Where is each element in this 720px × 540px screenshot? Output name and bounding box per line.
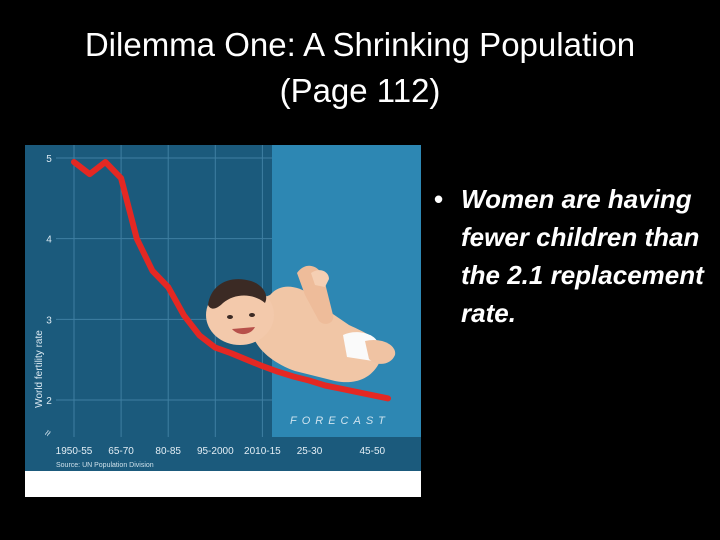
data-point: [338, 386, 344, 392]
data-point: [87, 171, 93, 177]
data-point: [369, 392, 375, 398]
data-point: [228, 350, 234, 356]
baby-illustration: [206, 265, 396, 383]
bullet-list: • Women are having fewer children than t…: [428, 180, 708, 332]
y-tick-label: 3: [46, 315, 52, 326]
y-tick-label: 4: [46, 235, 52, 246]
bullet-icon: •: [434, 184, 444, 214]
x-tick-label: 2010-15: [244, 446, 281, 457]
data-point: [71, 159, 77, 165]
forecast-label: FORECAST: [290, 415, 390, 427]
title-line-2: (Page 112): [279, 72, 441, 109]
data-point: [181, 312, 187, 318]
data-point: [197, 332, 203, 339]
data-point: [306, 378, 313, 384]
data-point: [244, 357, 250, 363]
chart-svg: 5 4 3 2 1950-55 65-70 80-85 95-2000 2010-15 25-30…: [25, 145, 421, 471]
data-point: [212, 344, 218, 351]
chart-source: Source: UN Population Division: [56, 462, 154, 469]
data-point: [165, 284, 171, 290]
fertility-chart: 5 4 3 2 1950-55 65-70 80-85 95-2000 2010-15 25-30…: [25, 145, 421, 497]
bullet-item: • Women are having fewer children than t…: [428, 180, 708, 332]
y-axis-label: World fertility rate: [34, 330, 45, 408]
slide-title: Dilemma One: A Shrinking Population (Pag…: [0, 22, 720, 114]
x-tick-label: 1950-55: [56, 446, 93, 457]
y-tick-label: 2: [46, 396, 52, 407]
data-point: [385, 395, 391, 401]
x-tick-label: 80-85: [155, 446, 181, 457]
data-point: [322, 382, 328, 389]
data-point: [149, 268, 156, 274]
x-tick-label: 25-30: [297, 446, 323, 457]
data-point: [259, 363, 265, 369]
title-line-1: Dilemma One: A Shrinking Population: [84, 26, 636, 63]
y-tick-label: 5: [46, 154, 52, 165]
data-point: [102, 159, 108, 165]
data-point: [134, 236, 140, 242]
x-tick-label: 95-2000: [197, 446, 234, 457]
data-point: [275, 369, 281, 375]
x-tick-label: 65-70: [108, 446, 134, 457]
data-point: [118, 175, 124, 181]
bullet-text: Women are having fewer children than the…: [461, 184, 704, 328]
axis-break-icon: ≈: [42, 428, 55, 439]
data-point: [354, 389, 360, 395]
x-tick-label: 45-50: [360, 446, 386, 457]
data-point: [291, 374, 297, 380]
